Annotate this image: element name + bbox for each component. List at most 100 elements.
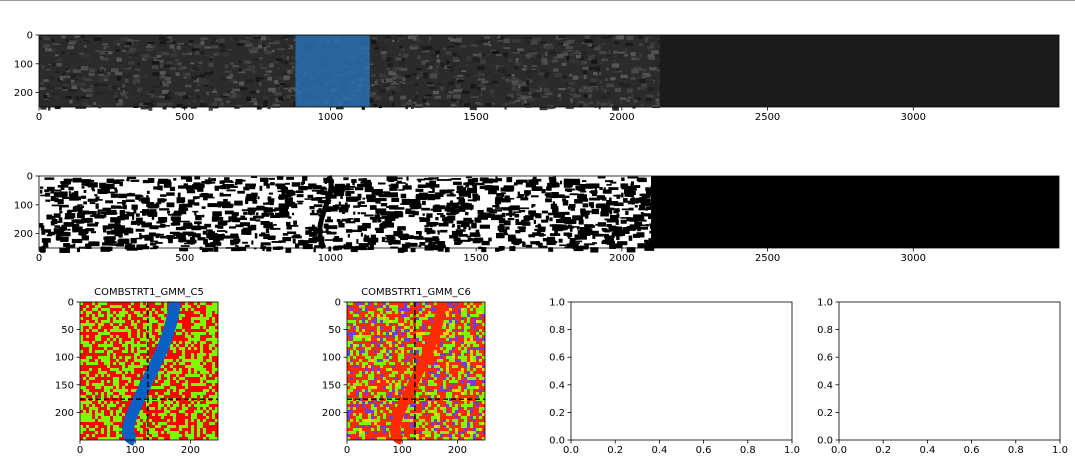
binary-pixel [408, 214, 415, 218]
binary-pixel [494, 199, 502, 205]
gray-pixel [41, 64, 45, 70]
gray-pixel [208, 62, 214, 67]
class-pixel [380, 392, 383, 395]
class-pixel [437, 416, 440, 419]
binary-pixel [541, 219, 549, 223]
class-pixel [371, 368, 374, 371]
class-pixel [347, 356, 350, 359]
gray-pixel [624, 48, 627, 53]
class-pixel [107, 314, 110, 317]
class-pixel [449, 302, 452, 305]
class-pixel [353, 383, 356, 386]
binary-pixel [497, 225, 505, 231]
class-pixel [86, 398, 89, 401]
class-pixel [110, 314, 113, 317]
binary-pixel [131, 204, 138, 210]
binary-pixel [537, 229, 546, 233]
class-pixel [380, 308, 383, 311]
class-pixel [347, 359, 350, 362]
class-pixel [374, 317, 377, 320]
class-pixel [92, 362, 95, 365]
binary-pixel [616, 235, 620, 240]
x-tick-label: 0 [77, 445, 83, 456]
class-pixel [362, 401, 365, 404]
gray-pixel [631, 69, 639, 74]
gray-pixel [253, 58, 258, 61]
class-pixel [167, 383, 170, 386]
gray-pixel [645, 105, 650, 108]
gray-pixel [477, 66, 485, 71]
binary-pixel [259, 233, 267, 237]
class-pixel [347, 305, 350, 308]
binary-pixel [548, 176, 555, 180]
class-pixel [362, 353, 365, 356]
binary-pixel [604, 218, 612, 221]
binary-pixel [323, 177, 331, 181]
gray-pixel [129, 51, 137, 57]
binary-pixel [464, 211, 469, 216]
class-pixel [161, 431, 164, 434]
class-pixel [470, 347, 473, 350]
gray-pixel [582, 66, 589, 71]
binary-pixel [104, 239, 115, 244]
gray-pixel [210, 86, 214, 89]
class-pixel [479, 407, 482, 410]
binary-pixel [611, 232, 623, 237]
binary-pixel [375, 200, 381, 204]
class-pixel [446, 314, 449, 317]
class-pixel [392, 362, 395, 365]
class-pixel [89, 410, 92, 413]
gray-pixel [47, 95, 50, 98]
binary-pixel [531, 186, 543, 191]
class-pixel [452, 356, 455, 359]
class-pixel [113, 383, 116, 386]
class-pixel [125, 350, 128, 353]
binary-pixel [513, 182, 518, 186]
binary-pixel [580, 208, 586, 213]
binary-pixel [636, 219, 647, 222]
class-pixel [461, 329, 464, 332]
class-pixel [212, 341, 215, 344]
class-pixel [464, 425, 467, 428]
gray-pixel [247, 39, 250, 42]
class-pixel [353, 320, 356, 323]
binary-pixel [538, 232, 544, 237]
binary-pixel [65, 244, 76, 248]
gray-pixel [61, 71, 66, 76]
gray-pixel [529, 49, 532, 52]
gray-pixel [498, 66, 502, 70]
gray-pixel [69, 99, 73, 104]
binary-pixel [473, 182, 485, 186]
class-pixel [107, 425, 110, 428]
class-pixel [143, 317, 146, 320]
class-pixel [455, 335, 458, 338]
gray-pixel [258, 41, 267, 45]
binary-pixel [193, 196, 200, 199]
class-pixel [407, 419, 410, 422]
gray-pixel [478, 55, 482, 60]
class-pixel [191, 428, 194, 431]
gray-pixel [540, 41, 546, 45]
class-pixel [137, 344, 140, 347]
gray-pixel [409, 45, 417, 50]
class-pixel [476, 386, 479, 389]
binary-pixel [338, 201, 341, 207]
class-pixel [188, 338, 191, 341]
gray-pixel [439, 71, 443, 77]
class-pixel [383, 416, 386, 419]
binary-pixel [170, 236, 180, 239]
gray-pixel [618, 82, 626, 86]
gray-pixel [400, 83, 404, 89]
class-pixel [407, 362, 410, 365]
class-pixel [89, 401, 92, 404]
gray-pixel [213, 105, 218, 108]
class-pixel [200, 392, 203, 395]
binary-pixel [355, 245, 367, 249]
gray-pixel [632, 85, 638, 90]
class-pixel [452, 407, 455, 410]
class-pixel [395, 317, 398, 320]
gray-pixel [162, 106, 167, 110]
class-pixel [401, 350, 404, 353]
x-tick-label: 500 [175, 253, 194, 264]
binary-pixel [501, 212, 506, 218]
